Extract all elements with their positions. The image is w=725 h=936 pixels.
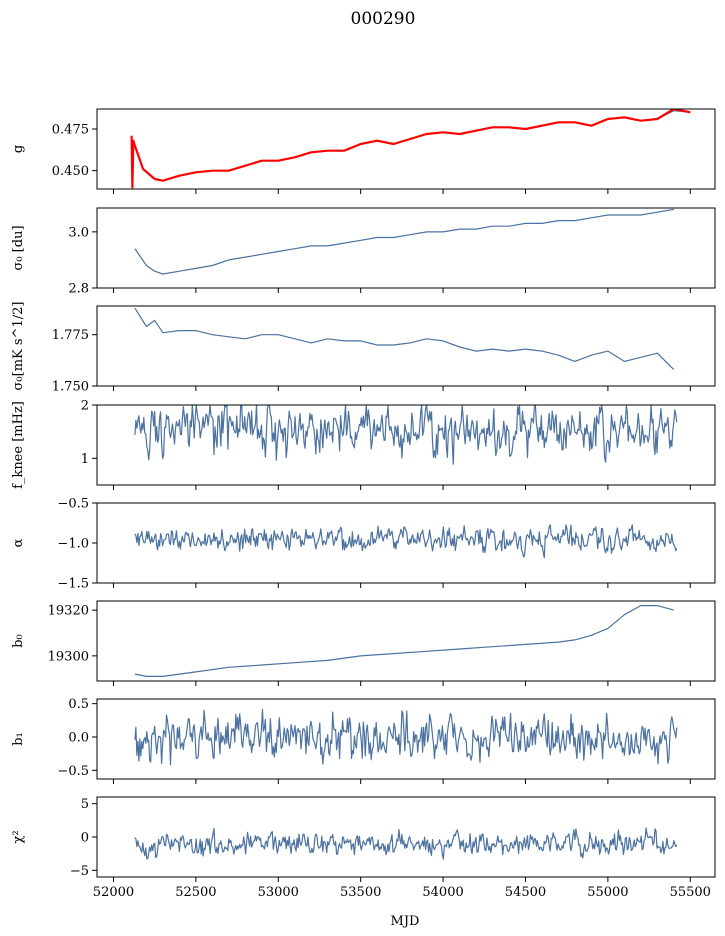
series-line <box>134 605 674 677</box>
y-tick-label: 0 <box>81 831 89 846</box>
y-tick-label: 1.750 <box>52 380 89 395</box>
y-tick-label: 1 <box>81 452 89 467</box>
y-tick-label: −0.5 <box>57 497 89 512</box>
panel-6: 19300 19320 b₀ <box>11 600 716 686</box>
axes-frame <box>96 207 716 289</box>
panel-2: 2.8 3.0 σ₀ [du] <box>11 207 716 297</box>
x-tick-label: 54000 <box>422 885 463 900</box>
series-line <box>134 708 678 766</box>
y-tick-label: 5 <box>81 797 89 812</box>
y-axis-label: α <box>11 538 26 547</box>
axes-frame <box>96 796 716 878</box>
panel-7: −0.5 0.0 0.5 b₁ <box>11 697 716 784</box>
y-tick-label: 2.8 <box>68 282 89 297</box>
x-tick-label: 55500 <box>670 885 711 900</box>
y-tick-label: 1.775 <box>52 328 89 343</box>
series-line <box>134 827 678 860</box>
x-tick-label: 55000 <box>587 885 628 900</box>
series-line <box>134 208 674 275</box>
y-axis-label: b₀ <box>11 634 26 648</box>
series-group <box>134 208 674 275</box>
y-tick-label: 19320 <box>48 604 89 619</box>
y-tick-label: 2 <box>81 399 89 414</box>
y-axis-label: χ² <box>11 830 26 843</box>
series-line <box>134 405 678 465</box>
series-line <box>134 307 675 371</box>
y-tick-label: 0.450 <box>52 164 89 179</box>
series-group <box>134 827 678 860</box>
y-tick-label: 0.475 <box>52 123 89 138</box>
series-group <box>134 307 675 371</box>
axes-frame <box>96 305 716 387</box>
y-axis-label: b₁ <box>11 732 26 746</box>
y-tick-label: 0.5 <box>68 697 89 712</box>
panel-5: −1.5 −1.0 −0.5 α <box>11 497 716 592</box>
x-tick-label: 52000 <box>93 885 134 900</box>
series-line <box>134 524 678 559</box>
y-tick-label: 0.0 <box>68 731 89 746</box>
series-group <box>134 524 678 559</box>
y-axis-label: f_knee [mHz] <box>11 401 26 489</box>
y-tick-label: −0.5 <box>57 764 89 779</box>
y-tick-label: −5 <box>70 864 89 879</box>
series-group <box>134 708 678 766</box>
panel-4: 1 2 f_knee [mHz] <box>11 399 716 490</box>
y-tick-label: −1.5 <box>57 577 89 592</box>
x-tick-label: 52500 <box>175 885 216 900</box>
y-tick-label: 19300 <box>48 649 89 664</box>
panel-1: 0.450 0.475 g <box>11 108 716 194</box>
x-tick-label: 53000 <box>258 885 299 900</box>
series-group <box>134 405 678 465</box>
series-group <box>130 109 691 189</box>
x-axis-label: MJD <box>391 914 420 929</box>
panel-3: 1.750 1.775 σ₀[mK s^1/2] <box>11 302 716 395</box>
y-axis-label: g <box>11 145 26 153</box>
y-axis-label: σ₀[mK s^1/2] <box>11 302 26 391</box>
axes-frame <box>96 698 716 780</box>
axes-frame <box>96 404 716 486</box>
figure-title: 000290 <box>351 9 416 29</box>
series-line-red <box>130 109 691 189</box>
x-tick-label: 54500 <box>505 885 546 900</box>
panel-8: −5 0 5 χ² 52000 52500 53000 53500 54000 54500 5500… <box>11 796 716 900</box>
panels: 0.450 0.475 g 2.8 3.0 σ₀ [du] 1.750 1.775 σ₀[mK … <box>11 108 716 900</box>
series-group <box>134 605 674 677</box>
axes-frame <box>96 108 716 190</box>
x-tick-label: 53500 <box>340 885 381 900</box>
y-tick-label: 3.0 <box>68 225 89 240</box>
y-axis-label: σ₀ [du] <box>11 225 26 270</box>
y-tick-label: −1.0 <box>57 537 89 552</box>
axes-frame <box>96 600 716 682</box>
